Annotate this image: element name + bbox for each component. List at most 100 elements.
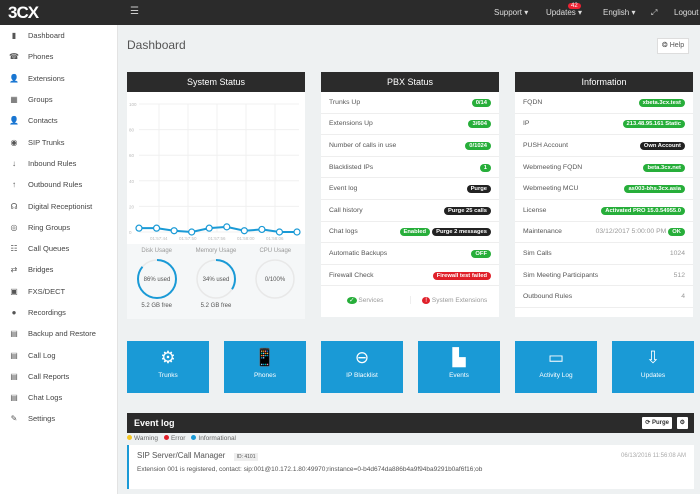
purge-button[interactable]: ⟳ Purge bbox=[642, 417, 672, 429]
y-tick-label: 80 bbox=[129, 128, 135, 133]
tile-icon: ▭ bbox=[547, 348, 565, 367]
sidebar-item[interactable]: ▮ Dashboard bbox=[0, 25, 117, 46]
status-badge[interactable]: Purge bbox=[466, 185, 491, 194]
sidebar-icon: ▦ bbox=[10, 95, 18, 105]
gauge-label: Memory Usage bbox=[195, 248, 237, 254]
purge-label: Purge bbox=[651, 420, 669, 426]
tile-phones[interactable]: 📱 Phones bbox=[224, 341, 306, 393]
status-badge[interactable]: 0/1024 bbox=[465, 141, 491, 150]
fullscreen-icon[interactable]: ⤢ bbox=[651, 8, 658, 17]
sidebar-item[interactable]: ◉ SIP Trunks bbox=[0, 131, 117, 152]
tile-updates[interactable]: ⇩ Updates bbox=[612, 341, 694, 393]
settings-gear-icon[interactable]: ⚙ bbox=[676, 417, 688, 429]
gauge-ring: 34% used bbox=[195, 259, 236, 299]
pbx-row: Trunks Up 0/14 bbox=[321, 92, 499, 114]
language-menu[interactable]: English ▾ bbox=[603, 8, 636, 17]
hamburger-icon[interactable]: ☰ bbox=[130, 6, 139, 17]
event-entry[interactable]: SIP Server/Call Manager ID: 4101 06/13/2… bbox=[127, 445, 694, 489]
help-button[interactable]: ❂ Help bbox=[657, 38, 689, 54]
row-value: as003-bhs.3cx.asia bbox=[622, 185, 685, 194]
sidebar-item[interactable]: ☷ Call Queues bbox=[0, 238, 117, 259]
updates-menu[interactable]: Updates 42 ▾ bbox=[546, 3, 583, 17]
sidebar-item[interactable]: ● Recordings bbox=[0, 302, 117, 323]
info-badge: OK bbox=[668, 228, 685, 237]
gauge-ring: 86% used bbox=[136, 259, 177, 299]
row-label: Automatic Backups bbox=[329, 249, 388, 257]
status-badge[interactable]: Enabled bbox=[399, 228, 431, 237]
services-status[interactable]: ✓ Services bbox=[321, 296, 411, 305]
sidebar-item[interactable]: ↑ Outbound Rules bbox=[0, 174, 117, 195]
sidebar-icon: ▤ bbox=[10, 329, 18, 339]
sidebar-icon: ☎ bbox=[9, 52, 19, 62]
sidebar-icon: ☷ bbox=[10, 244, 18, 254]
info-badge: beta.3cx.net bbox=[643, 163, 685, 172]
info-row: PUSH Account Own Account bbox=[515, 135, 693, 157]
y-tick-label: 40 bbox=[129, 179, 135, 184]
sidebar-item[interactable]: ▤ Backup and Restore bbox=[0, 323, 117, 344]
row-label: Firewall Check bbox=[329, 271, 374, 279]
logout-link[interactable]: Logout bbox=[674, 8, 699, 17]
sidebar-item-label: Outbound Rules bbox=[28, 180, 83, 190]
sidebar-item[interactable]: ▦ Groups bbox=[0, 89, 117, 110]
sidebar-item-label: Contacts bbox=[28, 116, 58, 126]
system-extensions-status[interactable]: ! System Extensions bbox=[411, 296, 500, 304]
sidebar-item[interactable]: ✎ Settings bbox=[0, 408, 117, 429]
sidebar-item-label: Phones bbox=[28, 52, 54, 62]
sidebar-item[interactable]: 👤 Extensions bbox=[0, 68, 117, 89]
row-value: xbeta.3cx.test bbox=[637, 98, 685, 107]
pbx-row: Event log Purge bbox=[321, 178, 499, 200]
tile-icon: ⊖ bbox=[354, 348, 370, 367]
sidebar-icon: ▣ bbox=[10, 286, 18, 296]
page-title: Dashboard bbox=[127, 38, 186, 52]
sidebar-icon: ▤ bbox=[10, 350, 18, 360]
sidebar-item-label: Ring Groups bbox=[28, 222, 71, 232]
tile-activity-log[interactable]: ▭ Activity Log bbox=[515, 341, 597, 393]
gauge-text: 34% used bbox=[203, 277, 230, 283]
information-panel: Information FQDN xbeta.3cx.test IP 213.48.9… bbox=[515, 72, 693, 317]
sidebar-item[interactable]: 👤 Contacts bbox=[0, 110, 117, 131]
sidebar-item[interactable]: ↓ Inbound Rules bbox=[0, 153, 117, 174]
alert-icon: ! bbox=[422, 296, 431, 304]
status-badge[interactable]: 3/604 bbox=[468, 120, 491, 129]
sidebar-item[interactable]: ◎ Ring Groups bbox=[0, 217, 117, 238]
check-icon: ✓ bbox=[347, 297, 357, 305]
system-extensions-label: System Extensions bbox=[431, 296, 488, 304]
badge-group: 0/1024 bbox=[463, 141, 491, 150]
status-badge[interactable]: OFF bbox=[471, 249, 491, 258]
pbx-row: Blacklisted IPs 1 bbox=[321, 157, 499, 179]
gauge-0: Disk Usage 86% used 5.2 GB free bbox=[129, 248, 184, 319]
tile-events[interactable]: ▙ Events bbox=[418, 341, 500, 393]
legend-dot bbox=[191, 435, 197, 440]
sidebar-item[interactable]: ▣ FXS/DECT bbox=[0, 281, 117, 302]
status-badge[interactable]: Purge 25 calls bbox=[444, 206, 491, 215]
legend-item: Informational bbox=[191, 435, 236, 442]
support-menu[interactable]: Support ▾ bbox=[494, 8, 529, 17]
sidebar-icon: 👤 bbox=[9, 73, 19, 83]
y-tick-label: 100 bbox=[129, 102, 137, 107]
status-badge[interactable]: 1 bbox=[479, 163, 491, 172]
sidebar-item[interactable]: ▤ Chat Logs bbox=[0, 387, 117, 408]
row-label: Sim Calls bbox=[523, 249, 552, 257]
data-point bbox=[275, 228, 284, 236]
row-label: Sim Meeting Participants bbox=[523, 271, 599, 279]
sidebar-icon: ▤ bbox=[10, 393, 18, 403]
tile-ip-blacklist[interactable]: ⊖ IP Blacklist bbox=[321, 341, 403, 393]
sidebar-item[interactable]: ⇄ Bridges bbox=[0, 259, 117, 280]
sidebar-item[interactable]: ▤ Call Reports bbox=[0, 366, 117, 387]
data-point bbox=[258, 225, 266, 234]
sidebar-item[interactable]: ☎ Phones bbox=[0, 46, 117, 67]
info-row: Sim Meeting Participants 512 bbox=[515, 265, 693, 287]
sidebar-item[interactable]: ☊ Digital Receptionist bbox=[0, 195, 117, 216]
sidebar-item-label: FXS/DECT bbox=[28, 286, 66, 296]
sidebar-item[interactable]: ▤ Call Log bbox=[0, 344, 117, 365]
gauge-1: Memory Usage 34% used 5.2 GB free bbox=[188, 248, 243, 319]
legend-label: Error bbox=[170, 435, 186, 442]
tile-trunks[interactable]: ⚙ Trunks bbox=[127, 341, 209, 393]
logo: 3CX bbox=[8, 3, 39, 22]
pbx-row: Extensions Up 3/604 bbox=[321, 114, 499, 136]
status-badge[interactable]: 0/14 bbox=[471, 98, 491, 107]
status-badge[interactable]: Firewall test failed bbox=[432, 271, 491, 280]
status-badge[interactable]: Purge 2 messages bbox=[432, 228, 491, 237]
legend-dot bbox=[127, 435, 132, 440]
event-time: 06/13/2016 11:56:08 AM bbox=[621, 453, 686, 459]
